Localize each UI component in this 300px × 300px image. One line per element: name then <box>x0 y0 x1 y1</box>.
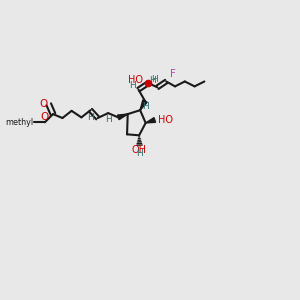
Text: O: O <box>40 99 48 109</box>
Text: H: H <box>129 81 136 90</box>
Text: H: H <box>142 102 149 111</box>
Text: O: O <box>41 112 49 122</box>
Text: H: H <box>136 149 143 158</box>
Text: HO: HO <box>128 76 143 85</box>
Text: H: H <box>105 116 112 124</box>
Polygon shape <box>146 118 155 123</box>
Text: H: H <box>151 75 158 84</box>
Polygon shape <box>140 100 147 110</box>
Polygon shape <box>118 114 128 120</box>
Text: H: H <box>149 76 156 85</box>
Text: methyl: methyl <box>5 118 33 127</box>
Text: HO: HO <box>158 115 173 125</box>
Text: OH: OH <box>132 145 147 155</box>
Text: F: F <box>170 69 176 79</box>
Text: H: H <box>87 112 94 122</box>
